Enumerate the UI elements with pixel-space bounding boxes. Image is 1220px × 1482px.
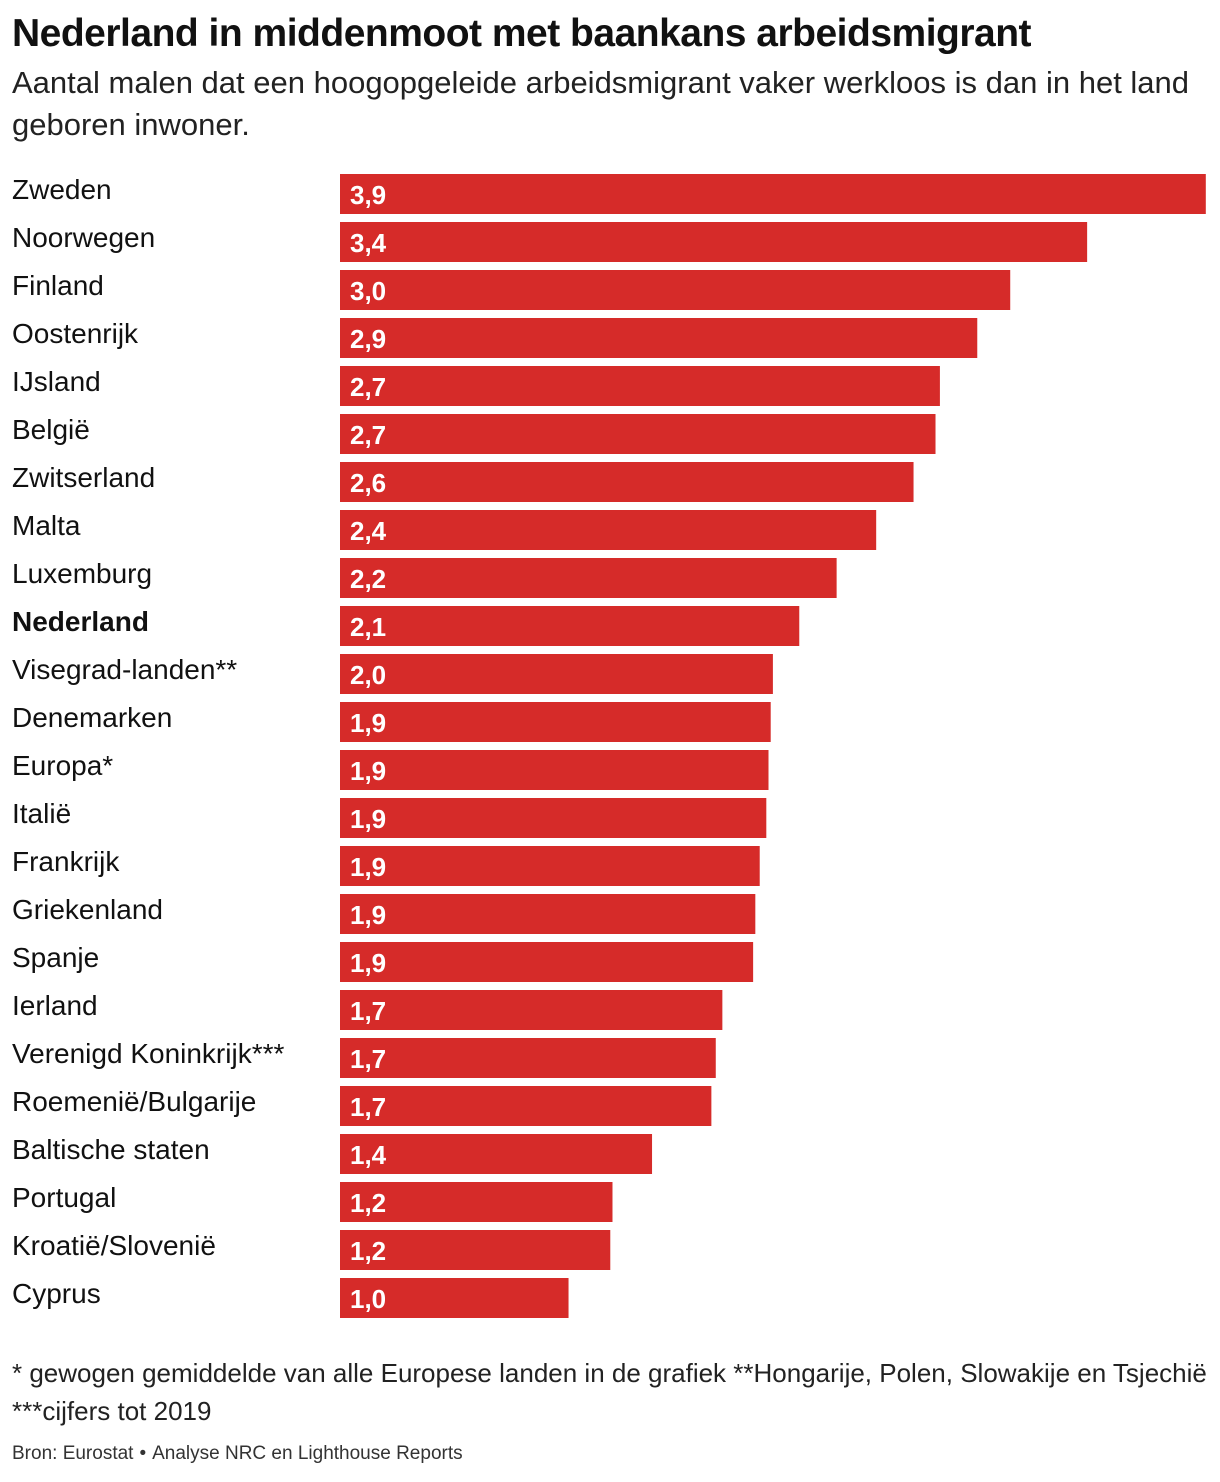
- bar-value-label: 2,2: [350, 564, 386, 594]
- source-credit: Analyse NRC en Lighthouse Reports: [152, 1443, 463, 1464]
- category-label: Ierland: [12, 990, 98, 1021]
- category-label: Visegrad-landen**: [12, 654, 237, 685]
- category-label: IJsland: [12, 366, 101, 397]
- category-label: Malta: [12, 510, 81, 541]
- bar-value-label: 1,4: [350, 1140, 387, 1170]
- bar-value-label: 3,4: [350, 228, 387, 258]
- category-label: Verenigd Koninkrijk***: [12, 1038, 284, 1069]
- bar-value-label: 2,6: [350, 468, 386, 498]
- bar: [340, 894, 756, 934]
- bar: [340, 462, 914, 502]
- chart-title: Nederland in middenmoot met baankans arb…: [12, 12, 1032, 55]
- bar-value-label: 3,0: [350, 276, 386, 306]
- bar: [340, 750, 769, 790]
- category-label: Portugal: [12, 1182, 116, 1213]
- bar: [340, 558, 837, 598]
- bar-value-label: 2,7: [350, 420, 386, 450]
- bar-value-label: 1,2: [350, 1188, 386, 1218]
- category-label: Luxemburg: [12, 558, 152, 589]
- bar-value-label: 1,0: [350, 1284, 386, 1314]
- bar: [340, 222, 1088, 262]
- bar: [340, 1086, 712, 1126]
- category-label: Noorwegen: [12, 222, 155, 253]
- category-label: Cyprus: [12, 1278, 101, 1309]
- source-text: Bron: Eurostat: [12, 1443, 134, 1464]
- category-label: Baltische staten: [12, 1134, 210, 1165]
- category-label: Spanje: [12, 942, 99, 973]
- bar-value-label: 1,9: [350, 804, 386, 834]
- bar: [340, 606, 800, 646]
- bar-value-label: 1,9: [350, 708, 386, 738]
- source-separator: •: [139, 1443, 147, 1464]
- bar: [340, 1134, 653, 1174]
- category-label: Roemenië/Bulgarije: [12, 1086, 256, 1117]
- bar: [340, 366, 940, 406]
- bar-value-label: 1,7: [350, 1044, 386, 1074]
- bar: [340, 270, 1011, 310]
- bar-value-label: 2,4: [350, 516, 387, 546]
- bar: [340, 1038, 716, 1078]
- category-label: Kroatië/Slovenië: [12, 1230, 216, 1261]
- bar-value-label: 1,9: [350, 756, 386, 786]
- bar-value-label: 2,0: [350, 660, 386, 690]
- category-label: Europa*: [12, 750, 113, 781]
- category-label: Zweden: [12, 174, 112, 205]
- chart-subtitle: Aantal malen dat een hoogopgeleide arbei…: [12, 65, 1190, 142]
- bar-value-label: 1,7: [350, 1092, 386, 1122]
- category-label: Griekenland: [12, 894, 163, 925]
- source-line: Bron: Eurostat • Analyse NRC en Lighthouse…: [12, 1440, 463, 1468]
- bar: [340, 510, 877, 550]
- category-label: Oostenrijk: [12, 318, 139, 349]
- bar: [340, 1278, 569, 1318]
- bar: [340, 798, 767, 838]
- bar-value-label: 1,2: [350, 1236, 386, 1266]
- bar-value-label: 3,9: [350, 180, 386, 210]
- bar-value-label: 2,9: [350, 324, 386, 354]
- bar-value-label: 1,9: [350, 900, 386, 930]
- bar: [340, 1230, 611, 1270]
- bar: [340, 990, 723, 1030]
- bar: [340, 846, 760, 886]
- bar: [340, 174, 1206, 214]
- bar: [340, 1182, 613, 1222]
- bar: [340, 702, 771, 742]
- category-label: Nederland: [12, 606, 149, 637]
- footnote: * gewogen gemiddelde van alle Europese l…: [12, 1358, 1207, 1426]
- category-label: Italië: [12, 798, 71, 829]
- bar: [340, 654, 773, 694]
- bar-value-label: 1,9: [350, 852, 386, 882]
- category-label: Frankrijk: [12, 846, 120, 877]
- bar-value-label: 2,7: [350, 372, 386, 402]
- category-label: Finland: [12, 270, 104, 301]
- category-label: België: [12, 414, 90, 445]
- bar: [340, 318, 978, 358]
- category-label: Denemarken: [12, 702, 172, 733]
- bar-value-label: 2,1: [350, 612, 386, 642]
- category-label: Zwitserland: [12, 462, 155, 493]
- bar-value-label: 1,9: [350, 948, 386, 978]
- bar: [340, 414, 936, 454]
- bar-value-label: 1,7: [350, 996, 386, 1026]
- bar: [340, 942, 754, 982]
